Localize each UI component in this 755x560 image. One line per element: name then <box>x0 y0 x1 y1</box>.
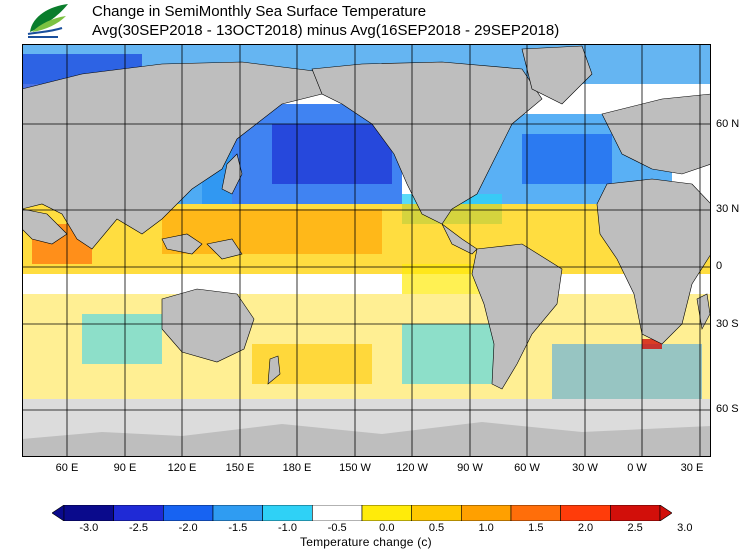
colorbar-segment <box>510 505 561 521</box>
colorbar-segment <box>610 505 661 521</box>
colorbar-tick-label: 1.5 <box>528 522 544 534</box>
lon-label: 120 E <box>167 462 197 474</box>
colorbar-tick-label: 3.0 <box>677 522 693 534</box>
cwb-leaf-logo-icon <box>27 4 68 38</box>
colorbar-tick-label: 0.0 <box>379 522 395 534</box>
lat-label: 60 N <box>716 118 740 130</box>
lon-label: 180 E <box>282 462 312 474</box>
colorbar-tick-label: -1.5 <box>228 522 248 534</box>
colorbar-tick-label: -2.0 <box>178 522 198 534</box>
colorbar-segment <box>63 505 114 521</box>
colorbar-segment <box>113 505 164 521</box>
colorbar-segment <box>163 505 214 521</box>
colorbar-max-arrow <box>659 505 672 521</box>
colorbar-tick-label: -1.0 <box>278 522 297 534</box>
lon-label: 30 W <box>572 462 598 474</box>
lon-label: 30 E <box>680 462 704 474</box>
lon-label: 150 W <box>339 462 371 474</box>
colorbar-tick-label: 2.0 <box>577 522 594 534</box>
lon-label: 90 E <box>113 462 137 474</box>
colorbar-segment <box>361 505 412 521</box>
graticule <box>22 44 711 457</box>
map-frame <box>22 44 711 457</box>
lon-label: 0 W <box>627 462 647 474</box>
page-title: Change in SemiMonthly Sea Surface Temper… <box>92 3 427 20</box>
lat-label: 60 S <box>716 403 739 415</box>
page-subtitle: Avg(30SEP2018 - 13OCT2018) minus Avg(16S… <box>92 22 560 39</box>
lat-label: 0 <box>716 260 723 272</box>
colorbar-tick-label: 1.0 <box>478 522 494 534</box>
colorbar-tick-label: -2.5 <box>129 522 148 534</box>
lon-label: 60 W <box>514 462 540 474</box>
lon-label: 120 W <box>396 462 428 474</box>
sst-anomaly-map <box>22 44 711 457</box>
lon-label: 150 E <box>225 462 255 474</box>
colorbar-tick-label: 0.5 <box>428 522 445 534</box>
colorbar-segment <box>262 505 313 521</box>
colorbar-segment <box>411 505 462 521</box>
colorbar-segment <box>560 505 611 521</box>
colorbar-tick-label: -0.5 <box>327 522 347 534</box>
colorbar-tick-label: 2.5 <box>627 522 643 534</box>
lat-label: 30 S <box>716 318 739 330</box>
colorbar-segment <box>312 505 363 521</box>
colorbar-min-arrow <box>52 505 65 521</box>
lat-label: 30 N <box>716 203 740 215</box>
colorbar-segment <box>212 505 263 521</box>
colorbar <box>52 505 672 521</box>
map-canvas <box>22 44 711 457</box>
title-block: Change in SemiMonthly Sea Surface Temper… <box>92 2 559 40</box>
lon-label: 90 W <box>457 462 483 474</box>
colorbar-label: Temperature change (c) <box>300 535 432 549</box>
colorbar-tick-label: -3.0 <box>79 522 99 534</box>
colorbar-segment <box>461 505 512 521</box>
lon-label: 60 E <box>55 462 79 474</box>
antarctica-land <box>22 422 711 457</box>
